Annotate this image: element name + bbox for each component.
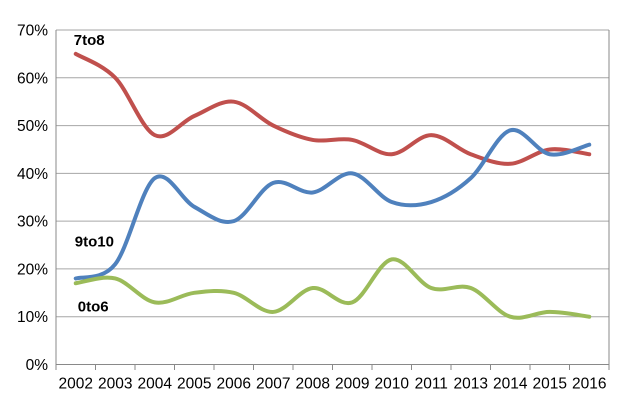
x-tick-label: 2016: [572, 376, 606, 393]
y-tick-label: 70%: [17, 23, 48, 40]
y-tick-label: 40%: [17, 166, 48, 183]
series-line-0to6: [73, 257, 592, 320]
series-label-9to10: 9to10: [75, 233, 114, 250]
series-label-0to6: 0to6: [78, 298, 109, 315]
x-tick-label: 2002: [59, 376, 93, 393]
y-tick-label: 0%: [26, 357, 49, 374]
x-tick-label: 2011: [415, 376, 448, 393]
y-tick-label: 60%: [17, 70, 48, 87]
x-tick-label: 2014: [493, 376, 528, 393]
x-tick-label: 2008: [296, 376, 330, 393]
x-tick-label: 2010: [375, 376, 410, 393]
x-tick-label: 2007: [256, 376, 290, 393]
y-tick-label: 20%: [17, 261, 48, 278]
x-tick-label: 2013: [454, 376, 488, 393]
y-tick-label: 50%: [17, 118, 48, 135]
x-tick-label: 2004: [138, 376, 173, 393]
x-tick-label: 2005: [177, 376, 211, 393]
y-tick-label: 10%: [17, 309, 48, 326]
x-tick-label: 2009: [335, 376, 369, 393]
series-label-7to8: 7to8: [74, 32, 105, 49]
series-line-7to8: [73, 51, 592, 166]
x-tick-label: 2006: [217, 376, 251, 393]
x-tick-label: 2003: [98, 376, 132, 393]
series-line-9to10: [73, 128, 592, 281]
x-tick-label: 2015: [533, 376, 567, 393]
y-tick-label: 30%: [17, 214, 48, 231]
